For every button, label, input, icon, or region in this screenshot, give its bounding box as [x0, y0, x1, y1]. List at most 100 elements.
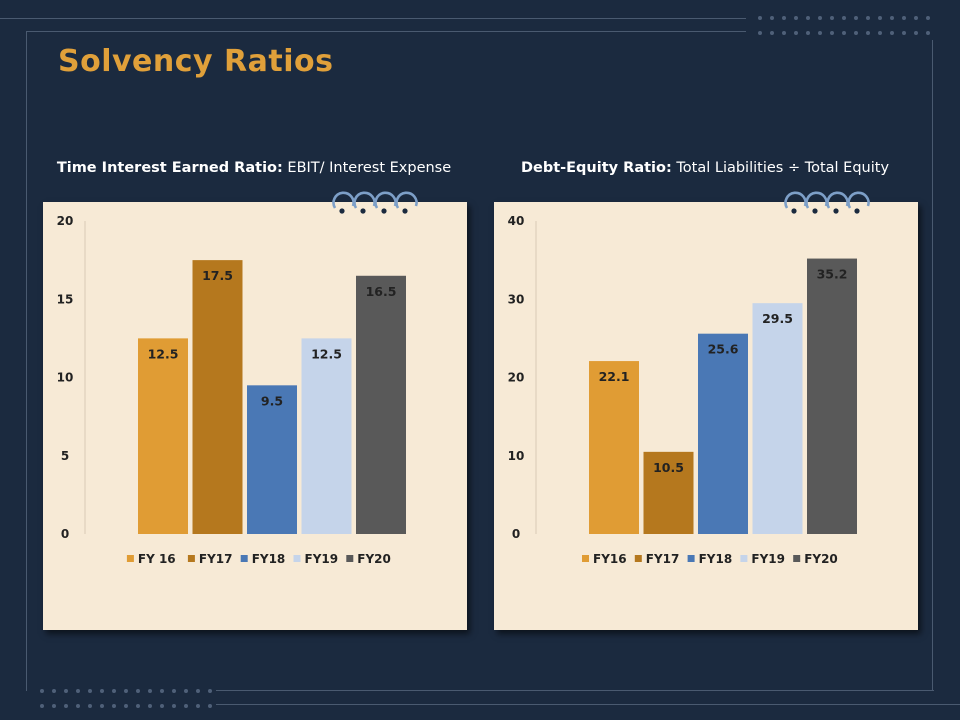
ring-icon	[395, 191, 418, 209]
ring-hole	[402, 208, 408, 214]
bar-fy17	[192, 260, 243, 534]
binder-rings-icon	[332, 191, 418, 214]
decorative-dot	[136, 689, 140, 693]
frame-right-line	[932, 40, 933, 690]
bar-fy19	[752, 303, 803, 534]
decorative-dot	[160, 689, 164, 693]
decorative-dot	[172, 704, 176, 708]
legend-label: FY20	[804, 552, 838, 566]
data-label: 17.5	[202, 268, 233, 283]
legend-swatch	[687, 555, 695, 562]
decorative-dot	[196, 704, 200, 708]
ring-hole	[833, 208, 839, 214]
decorative-dot	[794, 16, 798, 20]
legend-label: FY16	[593, 552, 627, 566]
bar-fy17	[643, 451, 694, 534]
decorative-dot	[40, 689, 44, 693]
data-label: 10.5	[653, 460, 684, 475]
page-title: Solvency Ratios	[58, 44, 334, 79]
decorative-dot	[40, 704, 44, 708]
decorative-dot	[854, 31, 858, 35]
decorative-dot	[782, 31, 786, 35]
ring-icon	[847, 191, 870, 209]
legend-label: FY18	[699, 552, 733, 566]
decorative-dot	[926, 16, 930, 20]
decorative-dot	[88, 689, 92, 693]
decorative-dot	[770, 31, 774, 35]
decorative-dot	[854, 16, 858, 20]
decorative-dot	[76, 689, 80, 693]
bar-fy16	[589, 361, 639, 534]
decorative-dot	[124, 704, 128, 708]
ring-hole	[360, 208, 366, 214]
data-label: 16.5	[366, 284, 397, 299]
decorative-dot	[148, 689, 152, 693]
chart-heading-bold: Debt-Equity Ratio:	[520, 160, 672, 176]
data-label: 29.5	[762, 311, 793, 326]
data-label: 12.5	[311, 346, 342, 361]
bar-fy19	[301, 338, 352, 534]
decorative-dot	[902, 16, 906, 20]
legend-label: FY17	[199, 552, 233, 566]
legend-swatch	[240, 555, 248, 562]
ring-icon	[826, 191, 849, 209]
ring-icon	[353, 191, 376, 209]
decorative-dot	[758, 31, 762, 35]
decorative-dot	[914, 31, 918, 35]
decorative-dot	[842, 16, 846, 20]
decorative-dot	[818, 31, 822, 35]
y-tick-label: 20	[57, 214, 74, 228]
decorative-dot	[100, 689, 104, 693]
ring-icon	[332, 191, 355, 209]
chart-heading-time-interest: Time Interest Earned Ratio: EBIT/ Intere…	[44, 160, 464, 176]
data-label: 12.5	[148, 346, 179, 361]
legend-swatch	[126, 555, 134, 562]
y-tick-label: 10	[57, 371, 74, 385]
y-tick-label: 30	[508, 292, 525, 306]
decorative-dot	[878, 31, 882, 35]
ring-hole	[854, 208, 860, 214]
decorative-dot	[76, 704, 80, 708]
legend-label: FY20	[357, 552, 391, 566]
legend-label: FY19	[751, 552, 785, 566]
decorative-dot	[64, 689, 68, 693]
ring-hole	[791, 208, 797, 214]
decorative-dot	[890, 31, 894, 35]
legend-swatch	[293, 555, 301, 562]
ring-icon	[805, 191, 828, 209]
y-tick-label: 20	[508, 371, 525, 385]
data-label: 25.6	[708, 342, 739, 357]
frame-inner-top-line	[26, 31, 746, 32]
decorative-dot	[794, 31, 798, 35]
decorative-dots-bottom	[40, 689, 220, 708]
decorative-dot	[890, 16, 894, 20]
decorative-dot	[196, 689, 200, 693]
decorative-dot	[184, 704, 188, 708]
chart-heading-rest: Total Liabilities ÷ Total Equity	[671, 160, 890, 176]
bar-fy20	[356, 275, 406, 534]
y-tick-label: 0	[512, 527, 520, 541]
bar-chart-debt-equity: 0 10 20 30 40 22.1 10.5 25.6 29.5 35.2 FY16 FY17 FY1…	[508, 214, 857, 566]
legend-swatch	[634, 555, 642, 562]
legend-swatch	[346, 555, 354, 562]
ring-hole	[381, 208, 387, 214]
decorative-dot	[184, 689, 188, 693]
decorative-dot	[172, 689, 176, 693]
y-tick-label: 15	[57, 292, 74, 306]
y-tick-label: 5	[61, 449, 69, 463]
decorative-dot	[818, 16, 822, 20]
legend-swatch	[582, 555, 589, 562]
data-label: 35.2	[817, 267, 848, 282]
data-label: 22.1	[599, 369, 630, 384]
legend-label: FY17	[646, 552, 680, 566]
decorative-dot	[52, 689, 56, 693]
y-tick-label: 40	[508, 214, 525, 228]
chart-panel-time-interest: 0 5 10 15 20 12.5 17.5 9.5 12.5 16.5 FY 16 FY17 FY18…	[43, 202, 467, 630]
frame-bottom-line	[216, 690, 934, 691]
chart-panel-debt-equity: 0 10 20 30 40 22.1 10.5 25.6 29.5 35.2 FY16 FY17 FY1…	[494, 202, 918, 630]
decorative-dot	[112, 689, 116, 693]
decorative-dot	[208, 704, 212, 708]
decorative-dot	[782, 16, 786, 20]
decorative-dot	[208, 689, 212, 693]
decorative-dot	[926, 31, 930, 35]
